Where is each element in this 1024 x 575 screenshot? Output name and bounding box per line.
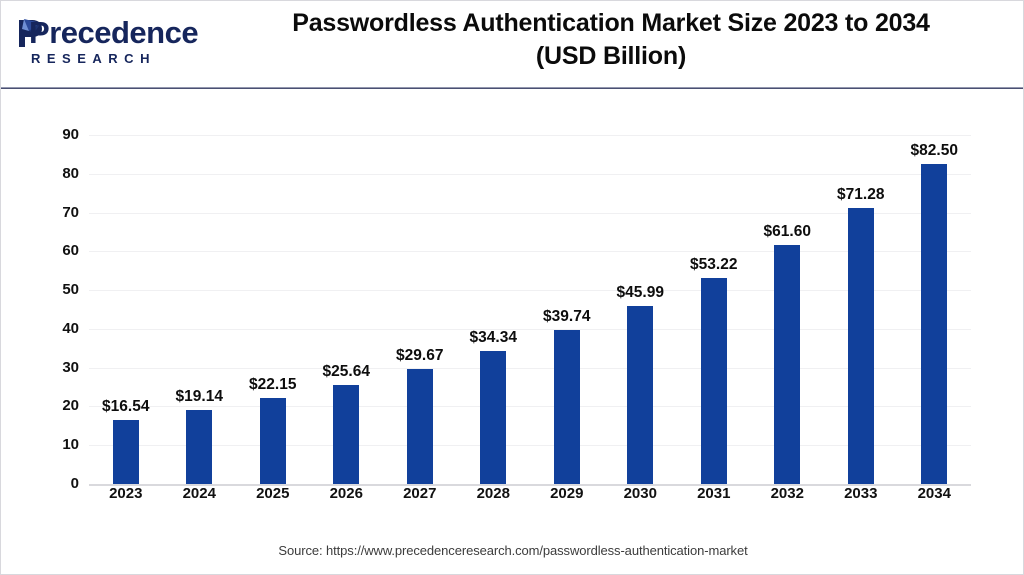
x-axis-tick-label: 2024 (182, 485, 216, 502)
bar-value-label: $22.15 (249, 376, 297, 394)
gridline (89, 290, 971, 292)
chart-plot-area: 0 10 20 30 40 50 60 70 80 90 $16.54 $19.14 $22.15 $2… (1, 89, 1023, 574)
logo-initial: P (29, 15, 50, 50)
bar-value-label: $25.64 (322, 362, 370, 380)
y-axis-tick-label: 80 (62, 164, 79, 182)
bar-value-label: $34.34 (469, 328, 517, 346)
x-axis-tick-label: 2033 (844, 485, 878, 502)
x-axis-tick-label: 2031 (697, 485, 731, 502)
x-axis-tick-label: 2030 (623, 485, 657, 502)
x-axis-tick-label: 2025 (256, 485, 290, 502)
x-axis-tick-label: 2029 (550, 485, 584, 502)
bar[interactable] (627, 305, 654, 484)
bar-value-label: $53.22 (690, 255, 738, 273)
y-axis-tick-label: 50 (62, 281, 79, 299)
precedence-research-logo: Precedence RESEARCH (15, 15, 199, 73)
y-axis-tick-label: 70 (62, 203, 79, 221)
bar-value-label: $29.67 (396, 346, 444, 364)
logo-word-rest: recedence (49, 15, 199, 50)
gridline (89, 328, 971, 330)
y-axis-tick-label: 30 (62, 358, 79, 376)
gridline (89, 367, 971, 369)
bar-value-label: $71.28 (837, 185, 885, 203)
precedence-p-swoosh-icon (15, 17, 49, 49)
x-axis-tick-label: 2034 (917, 485, 951, 502)
x-axis-tick-label: 2026 (329, 485, 363, 502)
source-note: Source: https://www.precedenceresearch.c… (278, 543, 748, 558)
bar[interactable] (406, 368, 433, 484)
logo-subtitle: RESEARCH (31, 51, 156, 66)
bar[interactable] (553, 329, 580, 484)
logo-wordmark: Precedence (29, 15, 199, 51)
x-axis-tick-label: 2023 (109, 485, 143, 502)
x-axis-tick-label: 2032 (770, 485, 804, 502)
gridline (89, 445, 971, 447)
bar[interactable] (921, 164, 948, 484)
bar[interactable] (700, 277, 727, 484)
y-axis-tick-label: 60 (62, 242, 79, 260)
page-title-line-2: (USD Billion) (535, 42, 687, 70)
gridline (89, 212, 971, 214)
y-axis: 0 10 20 30 40 50 60 70 80 90 (39, 89, 81, 574)
y-axis-tick-label: 90 (62, 126, 79, 143)
bar[interactable] (774, 245, 801, 484)
y-axis-tick-label: 0 (70, 475, 79, 492)
bar-value-label: $19.14 (175, 387, 223, 405)
x-axis-tick-label: 2028 (476, 485, 510, 502)
page-title-line-1: Passwordless Authentication Market Size … (292, 9, 930, 37)
page-header: Precedence RESEARCH Passwordless Authent… (1, 1, 1023, 91)
y-axis-tick-label: 20 (62, 397, 79, 415)
y-axis-tick-label: 40 (62, 319, 79, 337)
bar-value-label: $16.54 (102, 397, 150, 415)
bar[interactable] (480, 350, 507, 484)
y-axis-tick-label: 10 (62, 436, 79, 454)
bar[interactable] (259, 398, 286, 484)
gridline (89, 406, 971, 408)
bar-value-label: $61.60 (763, 223, 811, 241)
gridline (89, 173, 971, 175)
page-title: Passwordless Authentication Market Size … (211, 7, 1011, 73)
bar[interactable] (186, 409, 213, 484)
axis-baseline (89, 484, 971, 486)
bar-value-label: $45.99 (616, 283, 664, 301)
bar[interactable] (333, 384, 360, 484)
gridline (89, 135, 971, 136)
x-axis-tick-label: 2027 (403, 485, 437, 502)
bar-value-label: $82.50 (910, 142, 958, 160)
bar[interactable] (112, 419, 139, 484)
chart-gridlines (89, 89, 971, 574)
bar-value-label: $39.74 (543, 307, 591, 325)
gridline (89, 251, 971, 253)
bar[interactable] (847, 207, 874, 484)
